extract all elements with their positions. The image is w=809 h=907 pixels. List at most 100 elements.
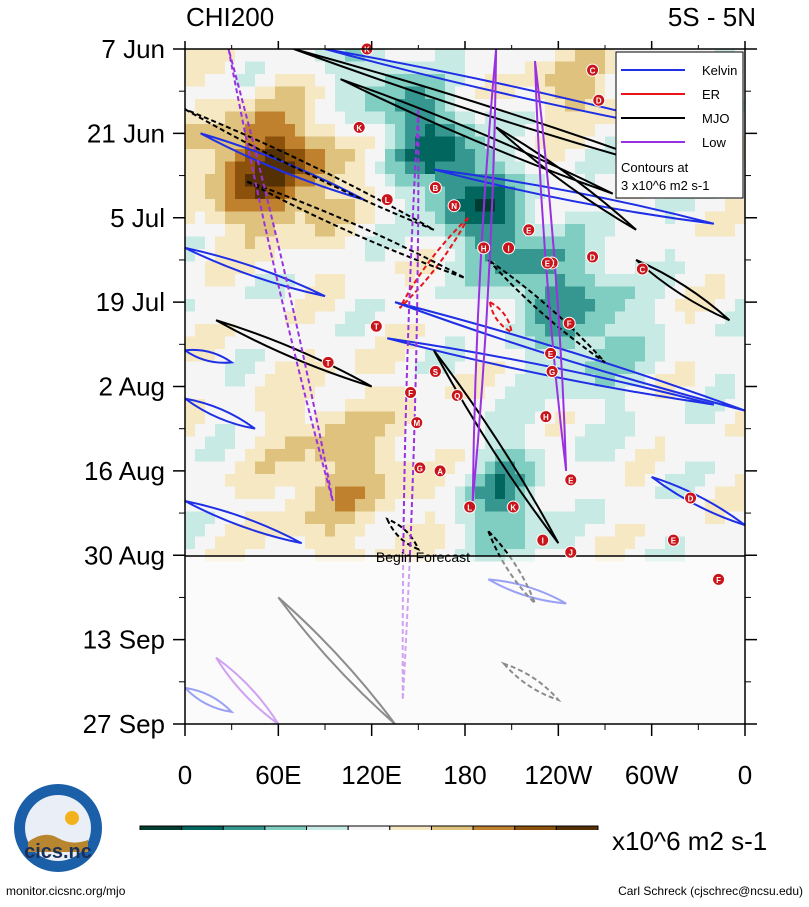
field-cell bbox=[295, 474, 306, 488]
field-cell bbox=[525, 161, 536, 175]
field-cell bbox=[365, 536, 376, 550]
field-cell bbox=[405, 374, 416, 388]
storm-marker: A bbox=[433, 464, 447, 478]
field-cell bbox=[455, 174, 466, 188]
field-cell bbox=[205, 449, 216, 463]
field-cell bbox=[605, 161, 616, 175]
field-cell bbox=[375, 349, 386, 363]
field-cell bbox=[365, 99, 376, 113]
field-cell bbox=[275, 399, 286, 413]
field-cell bbox=[255, 411, 266, 425]
field-cell bbox=[545, 86, 556, 100]
field-cell bbox=[605, 311, 616, 325]
field-cell bbox=[375, 336, 386, 350]
field-cell bbox=[515, 261, 526, 275]
field-cell bbox=[355, 361, 366, 375]
field-cell bbox=[315, 111, 326, 125]
field-cell bbox=[655, 224, 666, 238]
field-cell bbox=[725, 424, 736, 438]
field-cell bbox=[335, 499, 346, 513]
field-cell bbox=[525, 74, 536, 88]
field-cell bbox=[585, 486, 596, 500]
field-cell bbox=[535, 299, 546, 313]
field-cell bbox=[455, 436, 466, 450]
field-cell bbox=[465, 174, 476, 188]
x-tick-label: 60E bbox=[255, 760, 301, 790]
field-cell bbox=[385, 499, 396, 513]
field-cell bbox=[195, 399, 206, 413]
field-cell bbox=[405, 424, 416, 438]
field-cell bbox=[465, 136, 476, 150]
field-cell bbox=[545, 224, 556, 238]
field-cell bbox=[495, 199, 506, 213]
source-url[interactable]: monitor.cicsnc.org/mjo bbox=[6, 884, 126, 898]
field-cell bbox=[275, 149, 286, 163]
field-cell bbox=[305, 274, 316, 288]
field-cell bbox=[665, 236, 676, 250]
field-cell bbox=[385, 261, 396, 275]
field-cell bbox=[385, 349, 396, 363]
field-cell bbox=[185, 524, 196, 538]
field-cell bbox=[655, 211, 666, 225]
field-cell bbox=[585, 499, 596, 513]
legend-note-2: 3 x10^6 m2 s-1 bbox=[621, 178, 709, 193]
field-cell bbox=[395, 324, 406, 338]
field-cell bbox=[525, 374, 536, 388]
field-cell bbox=[555, 211, 566, 225]
field-cell bbox=[595, 499, 606, 513]
field-cell bbox=[385, 336, 396, 350]
field-cell bbox=[625, 511, 636, 525]
field-cell bbox=[245, 74, 256, 88]
field-cell bbox=[445, 349, 456, 363]
field-cell bbox=[185, 249, 196, 263]
field-cell bbox=[675, 399, 686, 413]
field-cell bbox=[635, 511, 646, 525]
field-cell bbox=[525, 286, 536, 300]
storm-symbol bbox=[433, 464, 447, 478]
field-cell bbox=[735, 324, 745, 338]
storm-symbol bbox=[586, 250, 600, 264]
field-cell bbox=[455, 511, 466, 525]
field-cell bbox=[575, 249, 586, 263]
field-cell bbox=[465, 336, 476, 350]
field-cell bbox=[265, 299, 276, 313]
field-cell bbox=[305, 261, 316, 275]
field-cell bbox=[525, 436, 536, 450]
field-cell bbox=[695, 399, 706, 413]
field-cell bbox=[265, 374, 276, 388]
field-cell bbox=[495, 461, 506, 475]
field-cell bbox=[565, 336, 576, 350]
field-cell bbox=[625, 486, 636, 500]
field-cell bbox=[465, 186, 476, 200]
field-cell bbox=[215, 211, 226, 225]
field-cell bbox=[395, 524, 406, 538]
field-cell bbox=[715, 449, 726, 463]
field-cell bbox=[605, 174, 616, 188]
field-cell bbox=[425, 74, 436, 88]
field-cell bbox=[275, 124, 286, 138]
field-cell bbox=[365, 174, 376, 188]
field-cell bbox=[705, 299, 716, 313]
field-cell bbox=[595, 61, 606, 75]
field-cell bbox=[415, 499, 426, 513]
field-cell bbox=[215, 49, 226, 63]
field-cell bbox=[705, 349, 716, 363]
field-cell bbox=[575, 474, 586, 488]
field-cell bbox=[665, 224, 676, 238]
field-cell bbox=[485, 86, 496, 100]
field-cell bbox=[465, 386, 476, 400]
field-cell bbox=[455, 149, 466, 163]
field-cell bbox=[505, 99, 516, 113]
field-cell bbox=[645, 211, 656, 225]
field-cell bbox=[475, 461, 486, 475]
field-cell bbox=[255, 211, 266, 225]
field-cell bbox=[455, 324, 466, 338]
field-cell bbox=[675, 536, 686, 550]
colorbar-swatch bbox=[555, 825, 599, 830]
y-tick-label: 13 Sep bbox=[83, 625, 165, 655]
field-cell bbox=[285, 436, 296, 450]
field-cell bbox=[325, 274, 336, 288]
field-cell bbox=[375, 449, 386, 463]
field-cell bbox=[625, 399, 636, 413]
field-cell bbox=[245, 424, 256, 438]
